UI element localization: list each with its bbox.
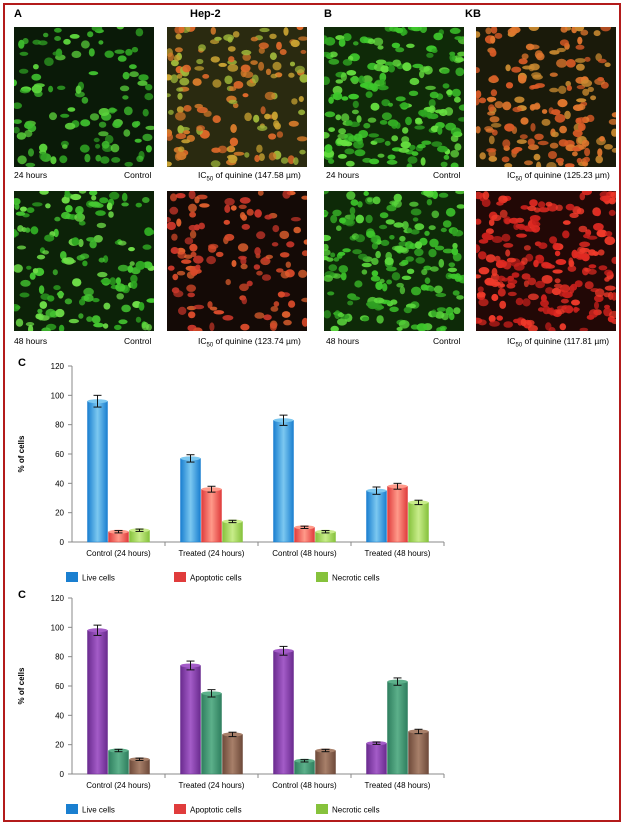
bar: [366, 490, 387, 543]
caption-hep2-24h-ic50: IC50 of quinine (147.58 µm): [198, 170, 301, 183]
chart-panel-label: C: [18, 357, 26, 369]
bar-chart-c-bottom: C % of cells 0 20 40 60 80 100 120 Control (24 ho…: [17, 589, 445, 815]
y-tick-label: 80: [55, 421, 64, 430]
x-tick-label: Control (48 hours): [272, 781, 337, 790]
chart-panel-label: C: [18, 589, 26, 601]
bar: [273, 650, 294, 775]
bar: [273, 420, 294, 543]
legend-label: Necrotic cells: [332, 574, 380, 583]
bar: [408, 731, 429, 775]
micrograph-hep2-48h-treated: [167, 191, 307, 331]
micrograph-hep2-48h-control: [14, 191, 154, 331]
y-tick-label: 60: [55, 450, 64, 459]
bar: [387, 486, 408, 543]
caption-kb-24h-ic50: IC50 of quinine (125.23 µm): [507, 170, 610, 183]
panel-title-hep2: Hep-2: [190, 8, 221, 20]
bar: [201, 693, 222, 775]
micrograph-kb-48h-control: [324, 191, 464, 331]
y-tick-label: 80: [55, 653, 64, 662]
micrograph-kb-48h-treated: [476, 191, 616, 331]
y-axis-label: % of cells: [17, 667, 26, 704]
bar: [366, 742, 387, 775]
y-tick-label: 0: [60, 770, 65, 779]
bar: [294, 527, 315, 543]
bar: [222, 521, 243, 543]
bar: [129, 759, 150, 775]
y-tick-label: 0: [60, 538, 65, 547]
legend-label: Live cells: [82, 574, 115, 583]
legend-label: Apoptotic cells: [190, 806, 242, 815]
bar: [201, 488, 222, 543]
legend-label: Live cells: [82, 806, 115, 815]
legend-swatch: [66, 804, 78, 814]
caption-hep2-24h-time: 24 hours: [14, 170, 48, 180]
caption-kb-48h-control: Control: [433, 336, 461, 346]
legend-swatch: [174, 572, 186, 582]
y-tick-label: 20: [55, 741, 64, 750]
micrograph-kb-24h-treated: [476, 27, 616, 167]
legend-label: Necrotic cells: [332, 806, 380, 815]
bar: [387, 681, 408, 775]
x-tick-label: Treated (24 hours): [179, 781, 245, 790]
legend-label: Apoptotic cells: [190, 574, 242, 583]
panel-title-kb: KB: [465, 8, 481, 20]
bar: [315, 750, 336, 775]
x-tick-label: Treated (24 hours): [179, 549, 245, 558]
caption-kb-48h-ic50: IC50 of quinine (117.81 µm): [507, 336, 610, 349]
caption-hep2-48h-control: Control: [124, 336, 152, 346]
caption-kb-24h-time: 24 hours: [326, 170, 360, 180]
x-tick-label: Control (48 hours): [272, 549, 337, 558]
bar: [180, 665, 201, 775]
figure-frame: [3, 3, 621, 822]
panel-letter-b: B: [324, 8, 332, 20]
bar-chart-c-top: C % of cells 0 20 40 60 80 100 120 Control (24 ho…: [17, 357, 445, 583]
legend-swatch: [316, 804, 328, 814]
y-tick-label: 120: [51, 594, 65, 603]
y-tick-label: 120: [51, 362, 65, 371]
bar: [408, 502, 429, 543]
micrograph-hep2-24h-control: [14, 27, 154, 167]
bar: [108, 750, 129, 775]
bar: [87, 630, 108, 775]
bar: [222, 734, 243, 775]
y-tick-label: 40: [55, 711, 64, 720]
bar: [87, 400, 108, 543]
micrograph-hep2-24h-treated: [167, 27, 307, 167]
micrograph-kb-24h-control: [324, 27, 464, 167]
y-tick-label: 100: [51, 391, 65, 400]
y-tick-label: 20: [55, 509, 64, 518]
caption-kb-24h-control: Control: [433, 170, 461, 180]
caption-kb-48h-time: 48 hours: [326, 336, 360, 346]
y-tick-label: 60: [55, 682, 64, 691]
caption-hep2-24h-control: Control: [124, 170, 152, 180]
x-tick-label: Treated (48 hours): [365, 781, 431, 790]
legend-swatch: [174, 804, 186, 814]
y-tick-label: 100: [51, 623, 65, 632]
x-tick-label: Treated (48 hours): [365, 549, 431, 558]
caption-hep2-48h-ic50: IC50 of quinine (123.74 µm): [198, 336, 301, 349]
panel-letter-a: A: [14, 8, 22, 20]
bar: [180, 458, 201, 543]
x-tick-label: Control (24 hours): [86, 781, 151, 790]
x-tick-label: Control (24 hours): [86, 549, 151, 558]
caption-hep2-48h-time: 48 hours: [14, 336, 48, 346]
y-axis-label: % of cells: [17, 435, 26, 472]
legend-swatch: [316, 572, 328, 582]
y-tick-label: 40: [55, 479, 64, 488]
legend-swatch: [66, 572, 78, 582]
